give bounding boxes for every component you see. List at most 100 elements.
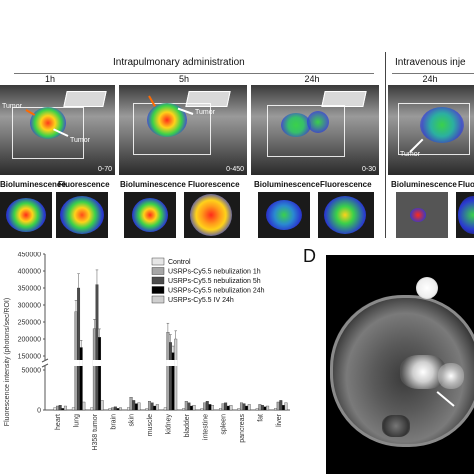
bar (203, 402, 207, 411)
panel-letter-d: D (303, 246, 316, 266)
fluorescence-signal (458, 196, 474, 234)
y-tick-label: 250000 (18, 320, 41, 327)
time-label-24h-iv: 24h (422, 74, 438, 84)
bar (108, 408, 112, 411)
roi-cage (267, 105, 345, 157)
bar (163, 407, 167, 411)
bar (166, 332, 170, 411)
intravenous-divider (392, 73, 474, 74)
bar (153, 405, 157, 411)
y-tick-label: 300000 (18, 303, 41, 310)
bar (245, 405, 249, 411)
fluorescence-signal (420, 107, 464, 143)
bar (79, 347, 83, 411)
bar (279, 400, 283, 411)
mri-marker (416, 277, 438, 299)
bar (61, 408, 65, 411)
bar (274, 408, 278, 411)
organ-fluorescence-chart: Fluorescence intensity (photons/sec/ROI)… (4, 252, 290, 451)
bioluminescence-image (0, 192, 52, 238)
fluorescence-signal (60, 196, 104, 234)
bar-break-gap (95, 360, 99, 366)
mri-scan-ring (330, 295, 474, 447)
tumor-label: Tumor (400, 151, 420, 158)
bar-break-gap (79, 360, 83, 366)
fluorescence-signal (30, 107, 66, 139)
intrapulmonary-divider (14, 73, 374, 74)
bar (258, 404, 262, 411)
bioluminescence-signal (410, 208, 426, 222)
x-tick-label: intestine (202, 414, 209, 440)
bar (77, 287, 81, 411)
bar (82, 401, 86, 411)
legend-entry: USRPs-Cy5.5 IV 24h (168, 297, 234, 304)
section-separator (385, 52, 386, 238)
time-label-24h: 24h (304, 74, 320, 84)
bar (187, 402, 191, 411)
bioluminescence-label: Bioluminescence (120, 180, 186, 189)
bar-break-gap (74, 360, 78, 366)
x-tick-label: kidney (166, 414, 173, 435)
legend-swatch (151, 257, 165, 266)
legend-entry: USRPs-Cy5.5 nebulization 24h (168, 288, 265, 295)
fluorescence-label: Fluorescence (188, 180, 240, 189)
axis-break-mark (41, 358, 49, 363)
imaging-panel-5h: Tumor 0-450 (119, 85, 247, 175)
y-tick-label: 150000 (18, 354, 41, 361)
time-label-5h: 5h (178, 74, 189, 84)
bar (100, 400, 104, 411)
bar (98, 337, 102, 411)
fluorescence-label: Fluoresce (458, 180, 474, 189)
bar (132, 400, 136, 411)
bar (208, 404, 212, 411)
bar (200, 408, 204, 411)
bar (255, 408, 259, 411)
x-tick-label: lung (74, 414, 81, 427)
bar (184, 401, 188, 411)
fluorescence-image (318, 192, 374, 238)
bar (134, 403, 138, 411)
fluorescence-image (56, 192, 108, 238)
bar (92, 328, 96, 411)
bar (145, 408, 149, 411)
bioluminescence-image (124, 192, 176, 238)
y-axis-label: Fluorescence intensity (photons/sec/ROI) (4, 298, 11, 426)
bar-break-gap (168, 360, 173, 366)
bar (276, 401, 280, 411)
bar (56, 405, 60, 411)
bar (116, 408, 120, 411)
legend-swatch (151, 286, 165, 294)
bar (281, 405, 285, 411)
fluorescence-signal (307, 111, 329, 133)
bar (221, 403, 225, 411)
fluorescence-signal (324, 196, 366, 234)
bar (237, 408, 241, 411)
bioluminescence-signal (266, 200, 302, 230)
intensity-range: 0-30 (361, 166, 376, 173)
bar (95, 284, 99, 411)
bar-break-gap (166, 360, 170, 366)
imaging-panel-1h: Tumor Tumor 0-70 (0, 85, 115, 175)
bar (266, 405, 270, 411)
bar (182, 408, 186, 411)
mri-spine (382, 415, 410, 437)
legend-swatch (151, 276, 165, 285)
bioluminescence-signal (132, 198, 168, 232)
bar (71, 407, 75, 411)
bar (53, 407, 57, 411)
x-tick-label: brain (110, 414, 117, 430)
fluorescence-label: Fluorescence (58, 180, 110, 189)
legend-entry: USRPs-Cy5.5 nebulization 5h (168, 278, 261, 285)
y-tick-label: 200000 (18, 337, 41, 344)
y-tick-label: 50000 (22, 368, 42, 375)
imaging-panel-24h-iv: Tumor (388, 85, 474, 175)
bar (260, 405, 264, 411)
x-tick-label: bladder (184, 413, 191, 437)
tumor-label: Tumor (195, 109, 215, 116)
bar (192, 405, 196, 411)
bar (113, 406, 117, 411)
x-tick-label: fat (257, 414, 264, 422)
bar (58, 405, 62, 411)
bar (174, 338, 178, 411)
intensity-range: 0-70 (97, 166, 112, 173)
